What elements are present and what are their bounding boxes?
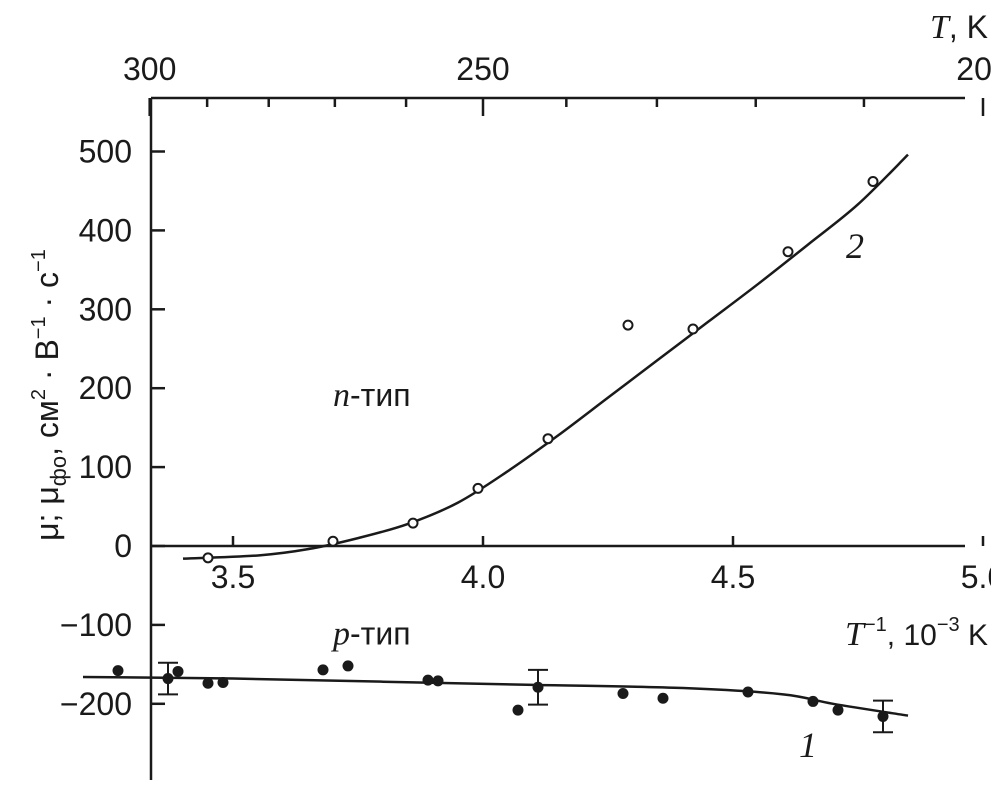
data-point-open <box>202 552 214 564</box>
y-tick-label: 500 <box>79 134 132 170</box>
top-tick-label: 200 <box>956 51 991 87</box>
y-tick-label: 0 <box>114 528 132 564</box>
data-point-filled <box>172 665 184 677</box>
x-tick-label: 5.0 <box>961 559 991 595</box>
data-points <box>112 175 893 734</box>
annotation-italic: n <box>333 377 350 414</box>
fit-curves <box>82 153 909 717</box>
data-point-filled <box>317 664 329 676</box>
data-point-filled <box>742 686 754 698</box>
top-ticks: 300 250 200 <box>123 51 991 116</box>
x-tick-label: 3.5 <box>211 559 255 595</box>
data-point-filled <box>162 673 174 685</box>
data-point-open <box>782 246 794 258</box>
top-axis: 300 250 200 T, K <box>123 9 991 116</box>
data-point-filled <box>432 675 444 687</box>
data-point-open <box>542 433 554 445</box>
fit-curve-2 <box>182 153 909 560</box>
y-axis: 500 400 300 200 100 0 −100 −200 μ; μфо, см2 · В… <box>28 98 165 780</box>
top-axis-unit: , K <box>949 9 988 45</box>
top-tick-label: 250 <box>456 51 509 87</box>
y-tick-label: −100 <box>60 607 132 643</box>
x-axis-label: T−1, 10−3 K <box>845 614 988 653</box>
annotation-p-type: p-тип <box>331 615 411 652</box>
top-axis-symbol: T <box>930 9 951 46</box>
y-tick-label: 100 <box>79 449 132 485</box>
data-point-open <box>472 482 484 494</box>
annotation-n-type: n-тип <box>333 377 411 414</box>
x-ticks: 3.5 4.0 4.5 5.0 <box>211 536 991 595</box>
data-point-filled <box>422 674 434 686</box>
data-point-filled <box>112 665 124 677</box>
data-point-open <box>407 517 419 529</box>
data-point-filled <box>217 676 229 688</box>
top-axis-label: T, K <box>930 9 988 46</box>
data-point-open <box>327 535 339 547</box>
y-tick-label: 200 <box>79 370 132 406</box>
y-ticks: 500 400 300 200 100 0 −100 −200 <box>60 134 165 722</box>
data-point-filled <box>532 681 544 693</box>
data-point-filled <box>202 677 214 689</box>
data-point-filled <box>617 688 629 700</box>
y-tick-label: 300 <box>79 291 132 327</box>
annotation-text: -тип <box>350 615 411 651</box>
curve-label-1: 1 <box>799 725 817 765</box>
y-tick-label: −200 <box>60 686 132 722</box>
data-point-filled <box>342 660 354 672</box>
data-point-open <box>622 319 634 331</box>
annotation-text: -тип <box>350 377 411 413</box>
data-point-open <box>867 175 879 187</box>
y-tick-label: 400 <box>79 212 132 248</box>
curve-label-2: 2 <box>846 226 864 266</box>
data-point-filled <box>832 704 844 716</box>
x-tick-label: 4.5 <box>711 559 755 595</box>
data-point-filled <box>657 692 669 704</box>
x-tick-label: 4.0 <box>461 559 505 595</box>
y-axis-label: μ; μфо, см2 · В−1 · с−1 <box>28 249 71 541</box>
data-point-filled <box>877 710 889 722</box>
data-point-open <box>687 323 699 335</box>
x-axis: 3.5 4.0 4.5 5.0 T−1, 10−3 K <box>151 536 991 653</box>
annotation-italic: p <box>331 615 350 652</box>
data-point-filled <box>807 695 819 707</box>
data-point-filled <box>512 704 524 716</box>
top-tick-label: 300 <box>123 51 176 87</box>
